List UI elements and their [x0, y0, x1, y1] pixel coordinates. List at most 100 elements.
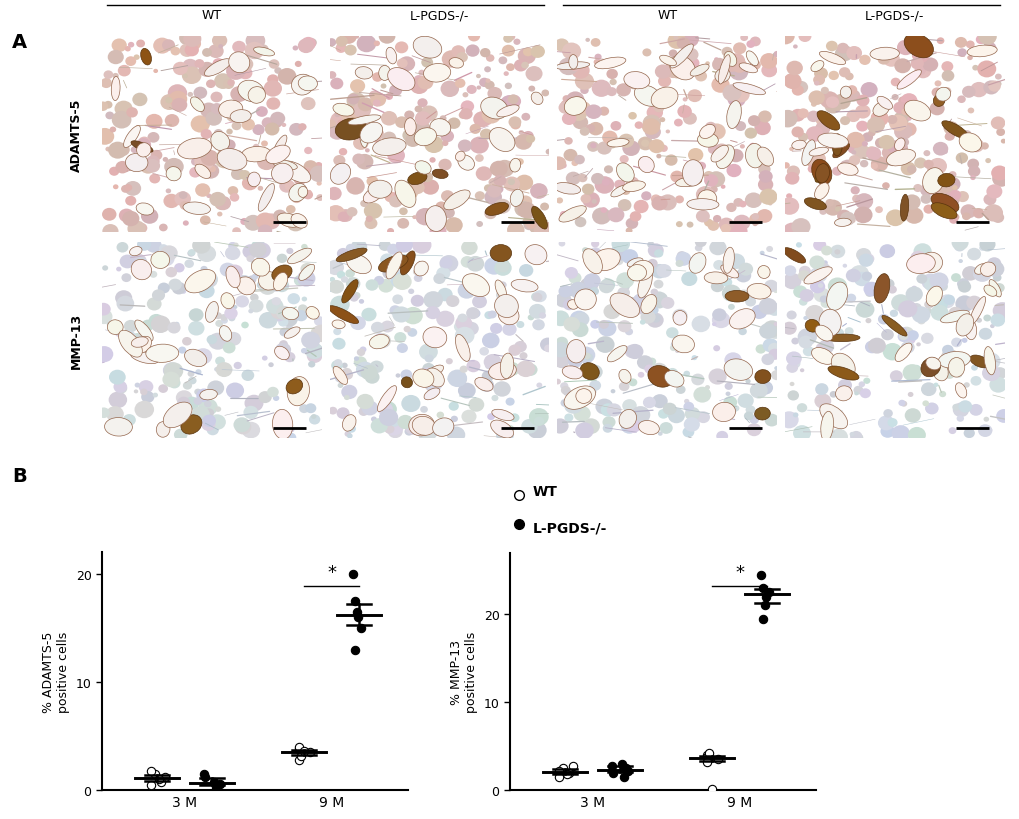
Circle shape — [891, 426, 909, 442]
Circle shape — [948, 428, 956, 435]
Circle shape — [384, 419, 404, 436]
Circle shape — [116, 296, 135, 312]
Circle shape — [823, 99, 841, 115]
Circle shape — [326, 206, 344, 222]
Circle shape — [453, 322, 466, 333]
Circle shape — [213, 111, 220, 117]
Circle shape — [354, 357, 367, 369]
Circle shape — [501, 324, 516, 337]
Ellipse shape — [754, 408, 769, 420]
Circle shape — [504, 84, 512, 90]
Circle shape — [906, 118, 911, 122]
Circle shape — [466, 45, 479, 57]
Circle shape — [256, 251, 266, 260]
Circle shape — [603, 166, 612, 174]
Circle shape — [167, 323, 180, 334]
Circle shape — [216, 151, 233, 167]
Circle shape — [746, 156, 756, 165]
Circle shape — [269, 306, 287, 322]
Circle shape — [160, 246, 177, 261]
Circle shape — [564, 138, 573, 146]
Circle shape — [510, 121, 521, 130]
Circle shape — [749, 214, 761, 226]
Circle shape — [930, 256, 942, 266]
Circle shape — [879, 425, 894, 438]
Circle shape — [190, 168, 201, 179]
Circle shape — [792, 45, 797, 49]
Circle shape — [793, 286, 807, 299]
Circle shape — [340, 106, 360, 124]
Circle shape — [881, 343, 902, 361]
Circle shape — [284, 182, 296, 192]
Circle shape — [621, 419, 638, 434]
Ellipse shape — [811, 348, 834, 365]
Circle shape — [218, 45, 223, 49]
Circle shape — [706, 172, 725, 188]
Circle shape — [728, 150, 743, 163]
Point — [207, 781, 223, 794]
Circle shape — [880, 329, 893, 341]
Circle shape — [136, 224, 147, 234]
Circle shape — [125, 197, 137, 206]
Circle shape — [215, 320, 223, 328]
Circle shape — [671, 342, 678, 349]
Ellipse shape — [886, 150, 915, 167]
Ellipse shape — [725, 291, 748, 302]
Circle shape — [924, 403, 937, 415]
Ellipse shape — [448, 58, 463, 69]
Circle shape — [821, 261, 827, 265]
Circle shape — [521, 114, 530, 121]
Circle shape — [179, 44, 195, 58]
Circle shape — [980, 270, 989, 278]
Circle shape — [529, 409, 548, 426]
Circle shape — [958, 400, 971, 413]
Circle shape — [486, 185, 501, 198]
Circle shape — [961, 87, 974, 98]
Circle shape — [301, 349, 307, 354]
Circle shape — [989, 314, 1004, 328]
Circle shape — [240, 93, 248, 100]
Circle shape — [591, 208, 610, 225]
Ellipse shape — [328, 306, 359, 324]
Circle shape — [538, 313, 545, 319]
Ellipse shape — [659, 57, 676, 66]
Circle shape — [281, 124, 286, 128]
Circle shape — [932, 143, 948, 156]
Circle shape — [230, 169, 245, 181]
Circle shape — [621, 250, 638, 265]
Circle shape — [182, 337, 192, 346]
Point — [698, 749, 714, 762]
Circle shape — [309, 166, 328, 183]
Circle shape — [161, 347, 171, 356]
Circle shape — [382, 267, 396, 280]
Circle shape — [589, 248, 601, 259]
Ellipse shape — [298, 188, 308, 198]
Circle shape — [441, 141, 448, 147]
Circle shape — [279, 180, 294, 193]
Circle shape — [336, 272, 345, 279]
Point — [347, 644, 364, 657]
Circle shape — [327, 72, 336, 79]
Circle shape — [187, 378, 197, 385]
Circle shape — [876, 54, 890, 66]
Circle shape — [113, 185, 118, 190]
Ellipse shape — [200, 390, 217, 400]
Ellipse shape — [248, 88, 265, 104]
Circle shape — [704, 62, 709, 66]
Point — [348, 605, 365, 619]
Circle shape — [206, 80, 215, 89]
Circle shape — [380, 266, 388, 273]
Circle shape — [314, 317, 325, 327]
Circle shape — [326, 260, 343, 276]
Circle shape — [458, 314, 467, 323]
Point — [698, 756, 714, 769]
Ellipse shape — [237, 81, 264, 102]
Circle shape — [458, 140, 472, 153]
Circle shape — [973, 318, 977, 322]
Circle shape — [797, 329, 816, 346]
Circle shape — [484, 190, 501, 206]
Circle shape — [260, 218, 265, 223]
Circle shape — [371, 417, 376, 423]
Circle shape — [763, 280, 777, 293]
Circle shape — [271, 306, 279, 313]
